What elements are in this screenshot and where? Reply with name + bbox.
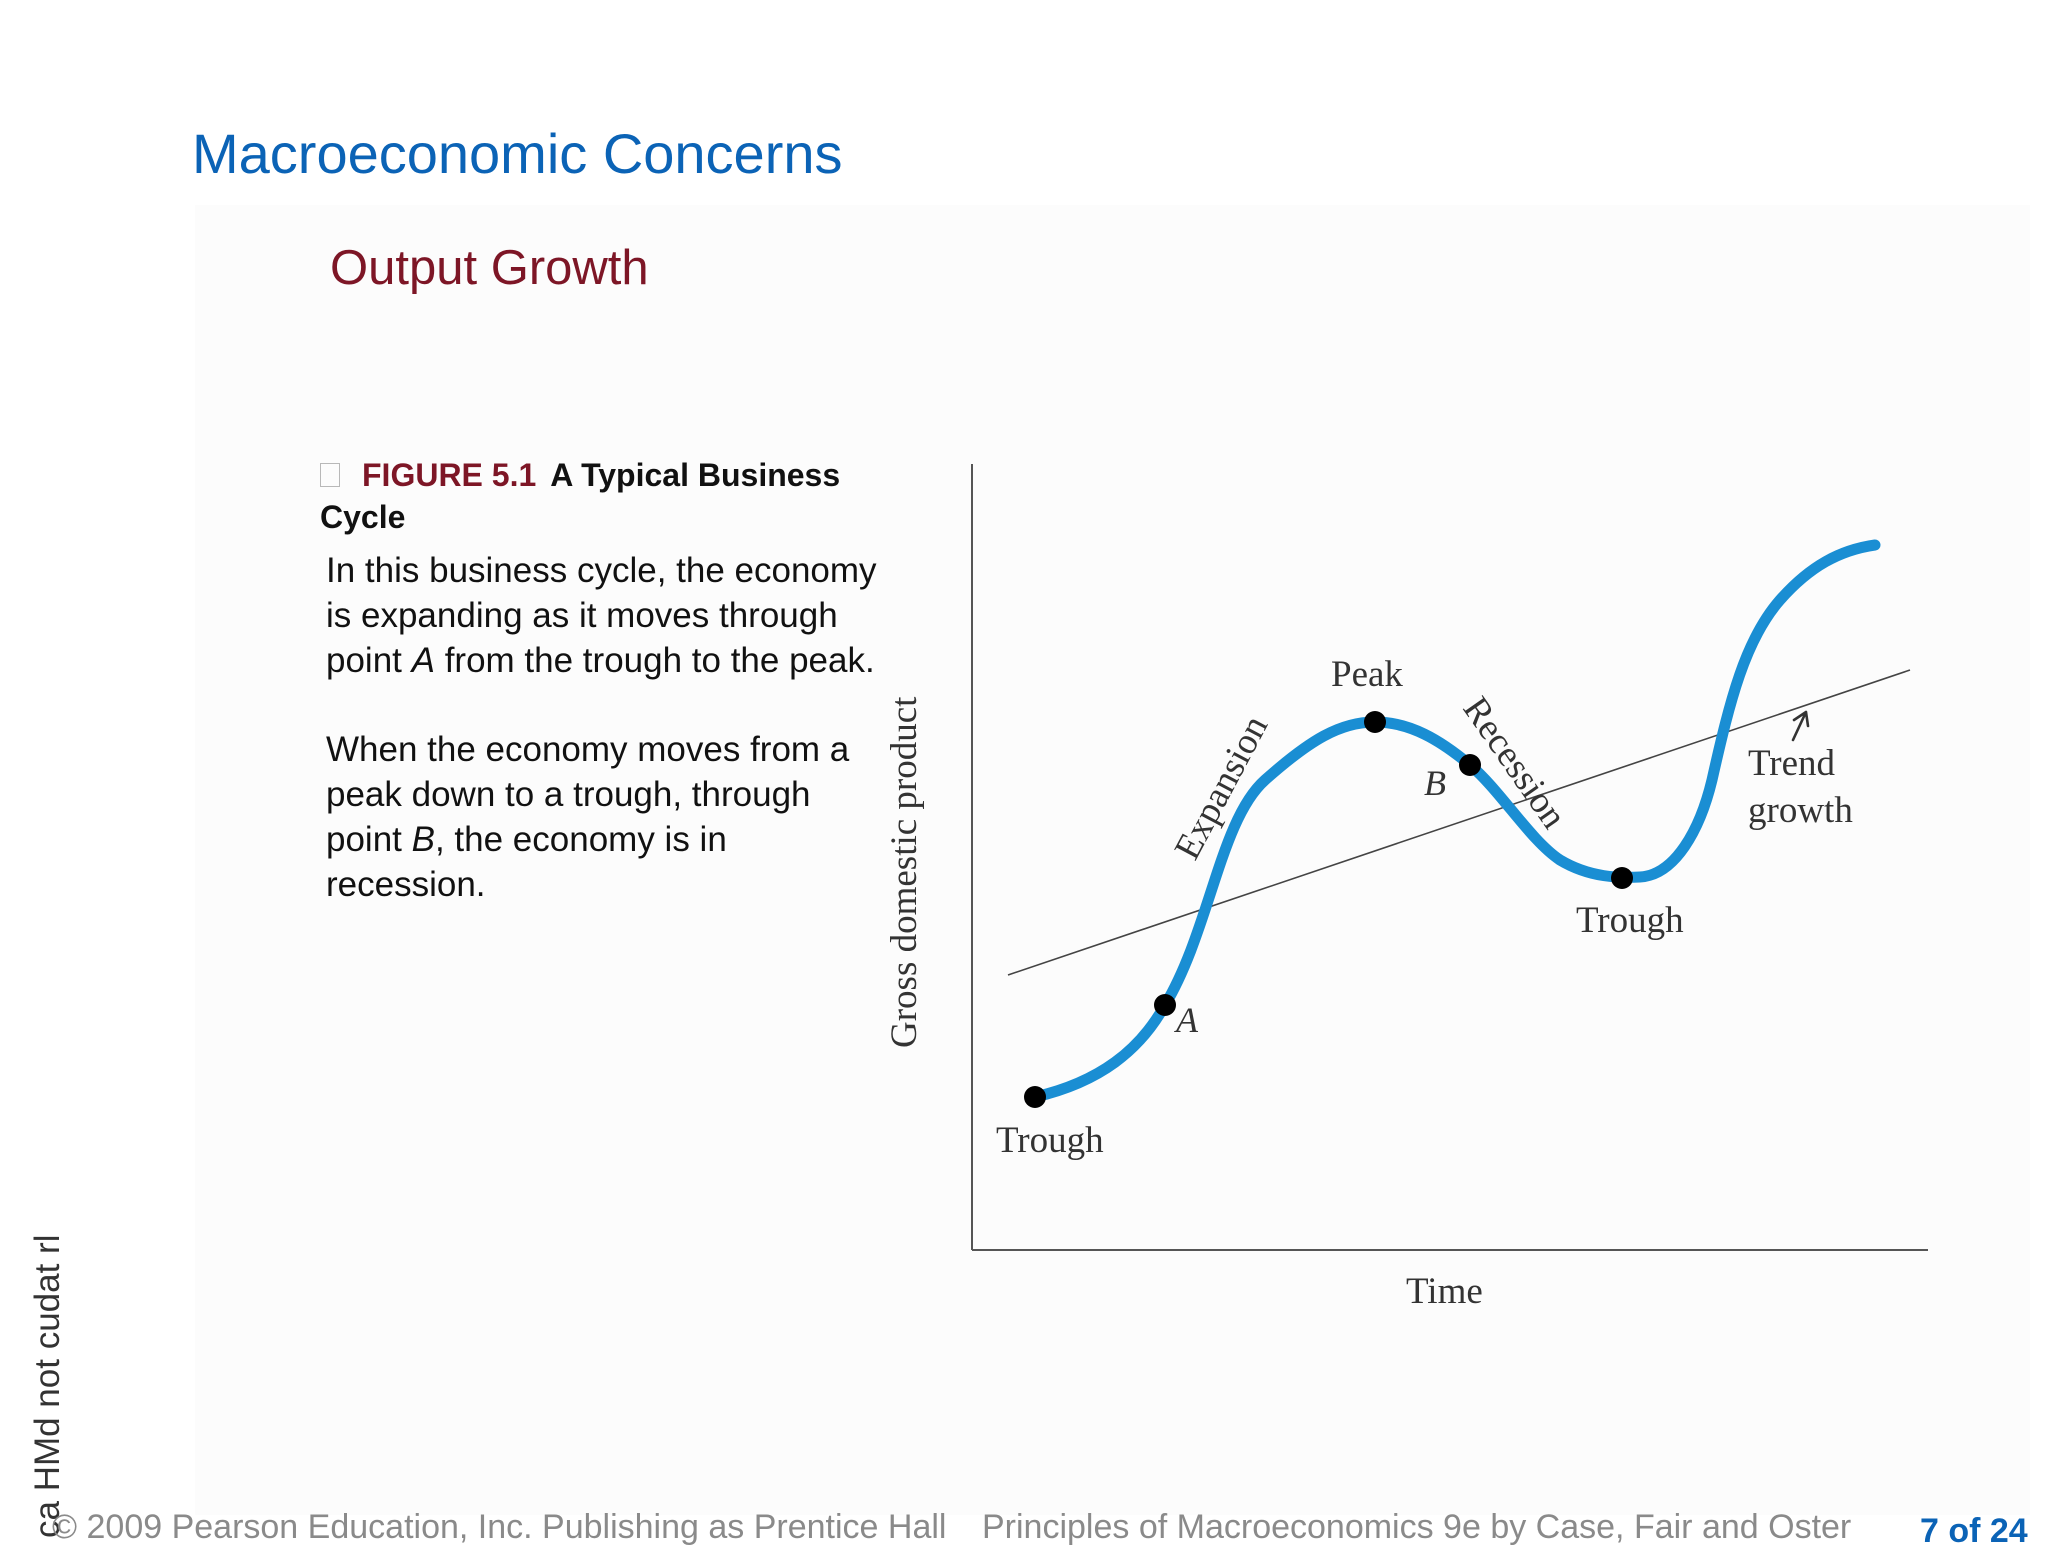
trend-growth-label-line2: growth [1748,790,1853,831]
peak-label: Peak [1331,654,1403,695]
trend-growth-line [1007,669,1911,976]
business-cycle-curve [1029,539,1881,1103]
point-a-reference: A [411,641,435,680]
figure-number: FIGURE 5.1 [362,457,537,493]
point-b-marker [1459,754,1481,776]
page-indicator: 7 of 24 [1920,1512,2028,1550]
figure-caption: FIGURE 5.1 A Typical Business Cycle [320,454,880,538]
vertical-watermark-text: ca HMd not cudat rl [28,1234,67,1538]
trend-arrow-icon [1791,710,1810,742]
book-title-footer: Principles of Macroeconomics 9e by Case,… [982,1508,1852,1546]
trough-start-point [1024,1086,1046,1108]
trough-start-label: Trough [996,1120,1104,1161]
point-b-label: B [1424,763,1446,803]
figure-title: A Typical Business Cycle [320,457,841,535]
peak-point [1364,711,1386,733]
x-axis-label: Time [1406,1271,1483,1312]
y-axis-label: Gross domestic product [884,696,925,1048]
trough-end-label: Trough [1576,900,1684,941]
description-paragraph-recession: When the economy moves from a peak down … [326,730,850,904]
slide-title: Macroeconomic Concerns [192,122,843,185]
copyright-footer: © 2009 Pearson Education, Inc. Publishin… [52,1508,947,1546]
point-b-reference: B [411,820,435,859]
point-a-marker [1154,994,1176,1016]
slide-subtitle: Output Growth [330,241,649,295]
description-paragraph-expansion: In this business cycle, the economy is e… [326,551,877,680]
trough-end-point [1611,867,1633,889]
bullet-box-icon [320,463,340,487]
point-a-label: A [1174,1000,1199,1040]
figure-description: In this business cycle, the economy is e… [326,548,886,951]
slide-content-panel [195,205,2030,1515]
trend-growth-label-line1: Trend [1748,743,1836,784]
